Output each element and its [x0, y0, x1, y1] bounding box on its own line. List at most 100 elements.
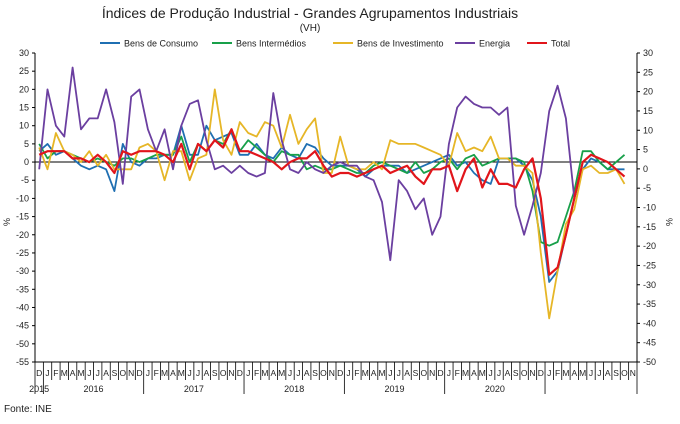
x-month-label: S: [613, 368, 619, 378]
x-month-label: M: [462, 368, 469, 378]
x-month-label: J: [597, 368, 601, 378]
x-month-label: J: [96, 368, 100, 378]
x-month-label: J: [87, 368, 91, 378]
x-year-label: 2016: [84, 384, 104, 394]
x-month-label: N: [630, 368, 636, 378]
y-tick-label-left: -20: [16, 230, 29, 240]
x-month-label: J: [288, 368, 292, 378]
x-month-label: J: [196, 368, 200, 378]
series-line: [38, 66, 576, 262]
y-tick-label-right: -40: [643, 318, 656, 328]
y-tick-label-left: -50: [16, 339, 29, 349]
y-tick-label-left: -10: [16, 193, 29, 203]
y-tick-label-right: 20: [643, 87, 653, 97]
x-month-label: A: [270, 368, 276, 378]
x-month-label: A: [371, 368, 377, 378]
y-tick-label-left: -15: [16, 212, 29, 222]
x-year-label: 2018: [284, 384, 304, 394]
y-tick-label-right: 10: [643, 125, 653, 135]
x-month-label: S: [513, 368, 519, 378]
x-month-label: M: [77, 368, 84, 378]
x-month-label: M: [61, 368, 68, 378]
x-month-label: S: [312, 368, 318, 378]
y-tick-label-right: 15: [643, 106, 653, 116]
y-tick-label-right: 5: [643, 145, 648, 155]
y-tick-label-right: -20: [643, 241, 656, 251]
x-month-label: J: [447, 368, 451, 378]
y-tick-label-right: 30: [643, 48, 653, 58]
x-month-label: A: [404, 368, 410, 378]
y-tick-label-right: -15: [643, 222, 656, 232]
x-month-label: N: [529, 368, 535, 378]
x-month-label: A: [304, 368, 310, 378]
x-month-label: O: [220, 368, 227, 378]
legend-label: Bens de Consumo: [124, 39, 198, 49]
y-axis-label-right: %: [664, 218, 674, 226]
y-tick-label-right: -10: [643, 203, 656, 213]
y-tick-label-right: -25: [643, 260, 656, 270]
y-tick-label-left: -30: [16, 266, 29, 276]
x-month-label: A: [505, 368, 511, 378]
x-month-label: O: [320, 368, 327, 378]
x-month-label: M: [579, 368, 586, 378]
source-note: Fonte: INE: [4, 404, 52, 415]
y-tick-label-right: -30: [643, 280, 656, 290]
y-tick-label-right: -5: [643, 183, 651, 193]
x-month-label: N: [128, 368, 134, 378]
y-tick-label-left: -45: [16, 321, 29, 331]
x-month-label: M: [278, 368, 285, 378]
y-tick-label-left: -5: [21, 175, 29, 185]
x-month-label: M: [161, 368, 168, 378]
x-month-label: D: [437, 368, 443, 378]
y-tick-label-left: 20: [19, 84, 29, 94]
x-month-label: D: [36, 368, 42, 378]
x-month-label: J: [188, 368, 192, 378]
x-month-label: O: [621, 368, 628, 378]
x-month-label: F: [254, 368, 259, 378]
x-month-label: M: [261, 368, 268, 378]
x-month-label: M: [178, 368, 185, 378]
legend-label: Bens Intermédios: [236, 39, 307, 49]
x-year-label: 2019: [385, 384, 405, 394]
x-month-label: N: [228, 368, 234, 378]
x-month-label: J: [489, 368, 493, 378]
x-month-label: A: [170, 368, 176, 378]
y-tick-label-right: -35: [643, 299, 656, 309]
x-month-label: M: [562, 368, 569, 378]
y-tick-label-left: 30: [19, 48, 29, 58]
x-month-label: J: [397, 368, 401, 378]
x-month-label: F: [455, 368, 460, 378]
x-month-label: J: [146, 368, 150, 378]
y-tick-label-left: -25: [16, 248, 29, 258]
x-month-label: J: [45, 368, 49, 378]
y-tick-label-left: 5: [24, 139, 29, 149]
x-month-label: M: [479, 368, 486, 378]
x-month-label: O: [119, 368, 126, 378]
y-tick-label-left: 0: [24, 157, 29, 167]
legend-label: Bens de Investimento: [357, 39, 444, 49]
legend-label: Energia: [479, 39, 510, 49]
x-month-label: D: [237, 368, 243, 378]
x-month-label: A: [70, 368, 76, 378]
x-month-label: N: [429, 368, 435, 378]
y-tick-label-right: -50: [643, 357, 656, 367]
y-tick-label-left: 10: [19, 121, 29, 131]
y-axis-label-left: %: [2, 218, 12, 226]
x-month-label: J: [497, 368, 501, 378]
x-month-label: A: [571, 368, 577, 378]
x-month-label: J: [388, 368, 392, 378]
x-month-label: F: [53, 368, 58, 378]
legend-label: Total: [551, 39, 570, 49]
x-month-label: F: [154, 368, 159, 378]
y-tick-label-left: -35: [16, 284, 29, 294]
x-month-label: S: [112, 368, 118, 378]
y-tick-label-right: -45: [643, 338, 656, 348]
x-month-label: J: [346, 368, 350, 378]
x-month-label: F: [354, 368, 359, 378]
x-month-label: N: [329, 368, 335, 378]
x-month-label: D: [136, 368, 142, 378]
x-month-label: D: [538, 368, 544, 378]
x-month-label: A: [204, 368, 210, 378]
